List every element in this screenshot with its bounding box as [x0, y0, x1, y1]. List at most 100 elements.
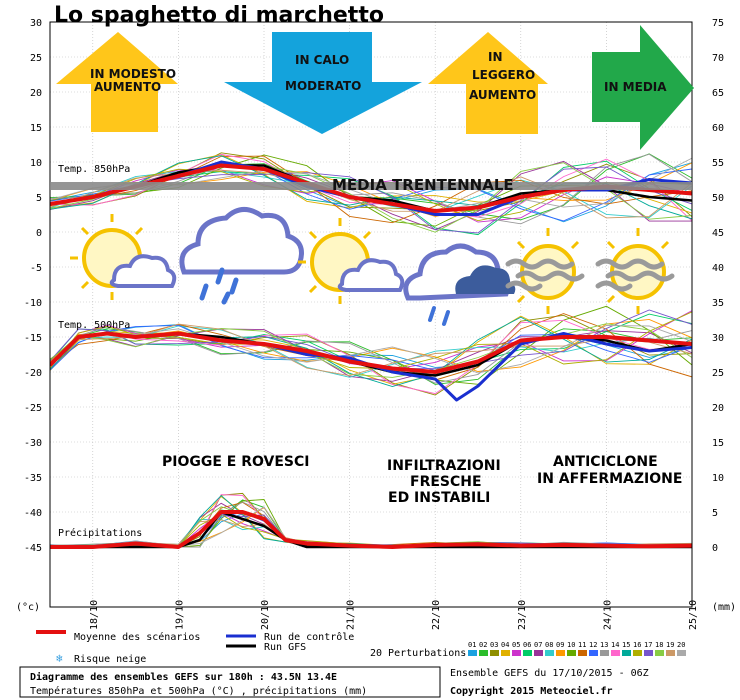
fog-sun-icon-2	[595, 228, 675, 314]
media-trentennale-label: MEDIA TRENTENNALE	[332, 176, 514, 194]
x-tick-label: 19/10	[174, 600, 185, 630]
perturb-id-06: 06	[523, 641, 531, 649]
banner-3-line3: AUMENTO	[469, 88, 536, 102]
footer-line1: Diagramme des ensembles GEFS sur 180h : …	[30, 671, 337, 683]
perturb-id-07: 07	[534, 641, 542, 649]
perturb-id-12: 12	[589, 641, 597, 649]
banner-3-line2: LEGGERO	[472, 68, 535, 82]
member-precip-18	[50, 506, 692, 548]
right-tick-label: 25	[712, 368, 724, 379]
member-precip-6	[50, 509, 692, 548]
right-tick-label: 20	[712, 403, 724, 414]
left-tick-label: 15	[30, 123, 42, 134]
perturb-id-16: 16	[633, 641, 641, 649]
member-precip-3	[50, 492, 692, 548]
left-tick-label: 20	[30, 88, 42, 99]
media-trentennale-band	[50, 182, 692, 190]
perturb-swatch-05	[512, 650, 521, 656]
perturb-swatch-10	[567, 650, 576, 656]
legend-snow-label: Risque neige	[74, 654, 146, 665]
member-precip-15	[50, 494, 692, 548]
perturb-id-03: 03	[490, 641, 498, 649]
annotation-infiltrazioni-1: INFILTRAZIONI	[387, 458, 501, 474]
left-tick-label: -10	[24, 298, 42, 309]
banner-right-4: IN MEDIA	[592, 25, 694, 150]
x-tick-label: 24/10	[602, 600, 613, 630]
banner-2-line2: MODERATO	[285, 79, 361, 93]
perturb-swatch-11	[578, 650, 587, 656]
perturb-swatch-07	[534, 650, 543, 656]
plot-frame	[49, 21, 693, 608]
perturb-swatch-15	[622, 650, 631, 656]
sun-cloud-icon-2	[298, 218, 405, 304]
right-tick-label: 60	[712, 123, 724, 134]
precip-run-gfs	[50, 510, 692, 549]
annotation-anticiclone-1: ANTICICLONE	[553, 454, 658, 470]
perturb-swatch-17	[644, 650, 653, 656]
right-tick-label: 45	[712, 228, 724, 239]
x-tick-label: 18/10	[89, 600, 100, 630]
banner-1-line2: AUMENTO	[94, 80, 161, 94]
perturb-swatch-02	[479, 650, 488, 656]
legend-control-label: Run de contrôle	[264, 631, 354, 643]
annotation-infiltrazioni-3: ED INSTABILI	[388, 490, 490, 506]
perturb-id-11: 11	[578, 641, 586, 649]
fog-sun-icon	[505, 228, 585, 314]
banner-3-line1: IN	[488, 50, 503, 64]
perturb-swatch-18	[655, 650, 664, 656]
annotation-anticiclone-2: IN AFFERMAZIONE	[537, 471, 682, 487]
perturb-id-05: 05	[512, 641, 520, 649]
perturb-id-13: 13	[600, 641, 608, 649]
perturb-swatch-06	[523, 650, 532, 656]
member-precip-2	[50, 499, 692, 548]
member-precip-20	[50, 506, 692, 548]
chart-title: Lo spaghetto di marchetto	[54, 3, 384, 28]
member-precip-10	[50, 499, 692, 548]
perturb-id-19: 19	[666, 641, 674, 649]
annotation-piogge: PIOGGE E ROVESCI	[162, 454, 310, 470]
perturb-id-15: 15	[622, 641, 630, 649]
member-precip-4	[50, 495, 692, 548]
perturb-swatch-19	[666, 650, 675, 656]
left-tick-label: 30	[30, 18, 42, 29]
label-t500: Temp. 500hPa	[58, 320, 130, 331]
banner-4-line1: IN MEDIA	[604, 80, 667, 94]
member-precip-9	[50, 506, 692, 548]
left-axis-unit: (°c)	[16, 602, 40, 613]
right-tick-label: 10	[712, 473, 724, 484]
right-tick-label: 0	[712, 543, 718, 554]
footer-run: Ensemble GEFS du 17/10/2015 - 06Z	[450, 668, 649, 679]
left-tick-label: -20	[24, 368, 42, 379]
storm-cloud-icon	[403, 243, 516, 326]
perturb-swatch-14	[611, 650, 620, 656]
perturb-swatch-04	[501, 650, 510, 656]
perturb-swatch-16	[633, 650, 642, 656]
snowflake-icon: ❄	[56, 652, 63, 665]
footer-copyright: Copyright 2015 Meteociel.fr	[450, 685, 613, 697]
t500-moyenne-des-scénarios	[50, 331, 692, 374]
annotation-infiltrazioni-2: FRESCHE	[410, 474, 482, 490]
left-tick-label: 0	[36, 228, 42, 239]
perturb-swatch-03	[490, 650, 499, 656]
left-tick-label: -35	[24, 473, 42, 484]
x-tick-label: 22/10	[431, 600, 442, 630]
left-tick-label: -5	[30, 263, 42, 274]
member-t500-10	[50, 305, 692, 385]
member-precip-7	[50, 502, 692, 548]
member-t500-18	[50, 323, 692, 378]
perturb-id-18: 18	[655, 641, 663, 649]
perturb-id-02: 02	[479, 641, 487, 649]
banner-1-line1: IN MODESTO	[90, 67, 176, 81]
banner-down-2: IN CALO MODERATO	[224, 32, 422, 134]
label-precip: Précipitations	[58, 527, 142, 539]
footer-box	[19, 666, 441, 698]
left-tick-label: -30	[24, 438, 42, 449]
legend-gfs-label: Run GFS	[264, 642, 306, 653]
x-tick-label: 25/10	[688, 600, 699, 630]
perturbation-lines	[50, 152, 692, 548]
perturb-id-01: 01	[468, 641, 476, 649]
right-tick-label: 50	[712, 193, 724, 204]
member-t500-4	[50, 315, 692, 385]
perturb-id-09: 09	[556, 641, 564, 649]
perturb-id-10: 10	[567, 641, 575, 649]
